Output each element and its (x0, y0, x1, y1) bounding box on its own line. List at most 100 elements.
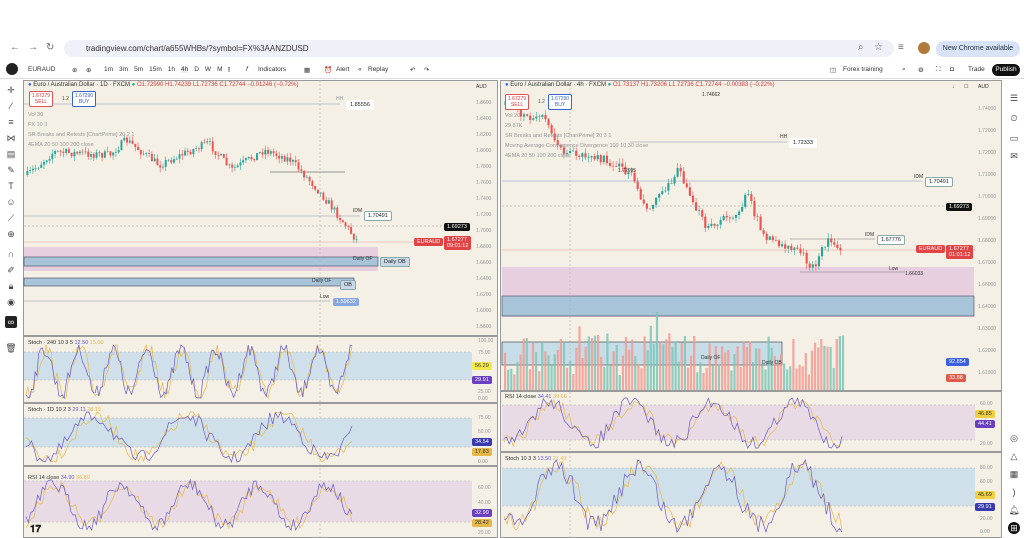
left-chart-title[interactable]: Euro / Australian Dollar · 1D · FXCM (33, 82, 130, 88)
hide-icon[interactable]: ◉ (7, 297, 15, 307)
interval-5m[interactable]: 5m (134, 66, 144, 73)
currency-select[interactable]: AUD (476, 84, 487, 90)
calendar-icon[interactable]: ▦ (1009, 469, 1019, 479)
pattern-icon[interactable]: ⋈ (6, 133, 16, 143)
watchlist-icon[interactable]: ☰ (1009, 93, 1019, 103)
right-rsi-legend[interactable]: RSI 14 close 34.41 39.66 (505, 394, 567, 400)
text-icon[interactable]: T (8, 181, 14, 191)
candle (559, 145, 562, 148)
link-icon[interactable]: ∞ (5, 316, 17, 328)
interval-1m[interactable]: 1m (104, 66, 114, 73)
brush-icon[interactable]: ✎ (7, 165, 15, 175)
symbol-search[interactable]: EURAUD (28, 66, 56, 73)
candle (112, 152, 115, 156)
address-bar[interactable]: tradingview.com/chart/a655WHBs/?symbol=F… (64, 40, 894, 57)
indicator-legend[interactable]: 4EMA 20 50 100 200 close (28, 142, 94, 148)
zoom-icon[interactable]: ⌕ (858, 42, 864, 53)
download-icon[interactable]: ↓ (952, 84, 955, 90)
projection-icon[interactable]: ▤ (6, 149, 16, 159)
user-menu-icon[interactable] (6, 63, 18, 75)
bookmark-star-icon[interactable]: ☆ (874, 42, 883, 53)
stay-drawing-icon[interactable]: ✐ (7, 265, 15, 275)
snapshot-icon[interactable]: ◘ (950, 66, 954, 73)
price-axis-label: 1.6000 (476, 308, 492, 314)
trash-icon[interactable]: 🗑︎ (5, 343, 17, 353)
alerts-icon[interactable]: ⏲ (1010, 113, 1018, 123)
sell-button[interactable]: 1.67279 SELL (505, 94, 530, 110)
quick-search-icon[interactable]: ⌕ (902, 66, 906, 73)
tradingview-logo[interactable]: 𝟏𝟕 (30, 524, 42, 535)
indicator-legend[interactable]: FX 10 3 (28, 122, 48, 128)
indicators-button[interactable]: Indicators (258, 66, 287, 73)
trade-button[interactable]: Trade (968, 66, 985, 73)
indicator-legend[interactable]: SR Breaks and Retests [ChartPrime] 20 2 … (28, 132, 135, 138)
ruler-icon[interactable]: ⟋ (7, 213, 15, 223)
buy-button[interactable]: 1.67290 BUY (72, 91, 97, 107)
target-icon[interactable]: ◎ (1010, 433, 1018, 443)
lock-icon[interactable]: 🔒︎ (8, 281, 14, 291)
candle (322, 192, 325, 200)
chart-type-icon[interactable]: ⫾ (228, 66, 231, 73)
interval-15m[interactable]: 15m (149, 66, 162, 73)
layouts-icon[interactable]: ▦ (304, 67, 311, 74)
trendline-icon[interactable]: ⁄ (10, 101, 12, 111)
interval-D[interactable]: D (194, 66, 199, 73)
candle (29, 170, 32, 172)
layout-name[interactable]: Forex training (843, 66, 883, 73)
interval-3m[interactable]: 3m (119, 66, 129, 73)
add-symbol-icon[interactable]: ⊕ (86, 67, 92, 74)
sell-button[interactable]: 1.67279 SELL (29, 91, 54, 107)
currency-select[interactable]: AUD (978, 84, 989, 90)
indicator-legend[interactable]: Moving Average Convergence Divergence 10… (505, 143, 649, 149)
replay-button[interactable]: Replay (368, 66, 389, 73)
compare-icon[interactable]: ⊕ (72, 67, 78, 74)
alert-button[interactable]: Alert (336, 66, 350, 73)
candle (217, 154, 220, 156)
stoch1d-legend[interactable]: Stoch · 1D 10 2 3 29.11 28.15 (28, 407, 101, 413)
crosshair-icon[interactable]: ✛ (7, 85, 15, 95)
indicator-legend[interactable]: Vol 20 (505, 113, 521, 119)
magnet-icon[interactable]: ∩ (7, 249, 15, 259)
interval-M[interactable]: M (217, 66, 223, 73)
candle (676, 167, 679, 177)
indicator-legend[interactable]: 4EMA 20 50 100 200 close (505, 153, 571, 159)
buy-button[interactable]: 1.67290 BUY (548, 94, 573, 110)
maximize-icon[interactable]: ☐ (964, 84, 969, 90)
right-stoch-legend[interactable]: Stoch 10 3 3 13.50 21.43 (505, 456, 566, 462)
stoch240-legend[interactable]: Stoch · 240 10 3 5 12.50 15.00 (28, 340, 104, 346)
right-chart-title[interactable]: Euro / Australian Dollar · 4h · FXCM (510, 82, 606, 88)
notifications-icon[interactable]: 🔔︎ (1008, 505, 1020, 515)
ideas-icon[interactable]: △ (1010, 451, 1018, 461)
rsi-ma-tag: 28.42 (472, 519, 492, 527)
undo-icon[interactable]: ↶ (410, 67, 416, 74)
interval-W[interactable]: W (204, 66, 212, 73)
fib-icon[interactable]: ≡ (8, 117, 14, 127)
forward-icon[interactable]: → (28, 42, 38, 53)
new-chrome-button[interactable]: New Chrome available (936, 41, 1020, 57)
settings-icon[interactable]: ⚙ (918, 67, 924, 74)
avatar[interactable] (918, 42, 930, 54)
right-main-pane[interactable] (500, 80, 1002, 391)
interval-1h[interactable]: 1h (167, 66, 175, 73)
media-icon[interactable]: ≡ (898, 42, 904, 53)
candle (710, 223, 713, 226)
rsi-legend[interactable]: RSI 14 close 34.90 36.89 (28, 475, 90, 481)
back-icon[interactable]: ← (10, 42, 20, 53)
indicator-legend[interactable]: Vol 30 (28, 112, 44, 118)
zoom-in-icon[interactable]: ⊕ (7, 229, 15, 239)
candle (624, 166, 627, 175)
redo-icon[interactable]: ↷ (424, 67, 430, 74)
reload-icon[interactable]: ↻ (46, 42, 55, 53)
help-icon[interactable]: ⊞ (1008, 522, 1020, 534)
indicator-legend[interactable]: SR Breaks and Retests [ChartPrime] 20 3 … (505, 133, 612, 139)
icons-icon[interactable]: ☺ (6, 197, 16, 207)
data-window-icon[interactable]: ▭ (1009, 133, 1019, 143)
left-main-pane[interactable] (23, 80, 498, 336)
chat-icon[interactable]: ✉ (1010, 151, 1018, 161)
publish-button[interactable]: Publish (992, 64, 1020, 76)
daily-of-label: Daily OF (353, 256, 373, 262)
stream-icon[interactable]: ) (1012, 487, 1016, 497)
indicator-legend[interactable]: 29.87K (505, 123, 523, 129)
interval-4h[interactable]: 4h (180, 66, 189, 73)
fullscreen-icon[interactable]: ⛶ (936, 66, 941, 73)
